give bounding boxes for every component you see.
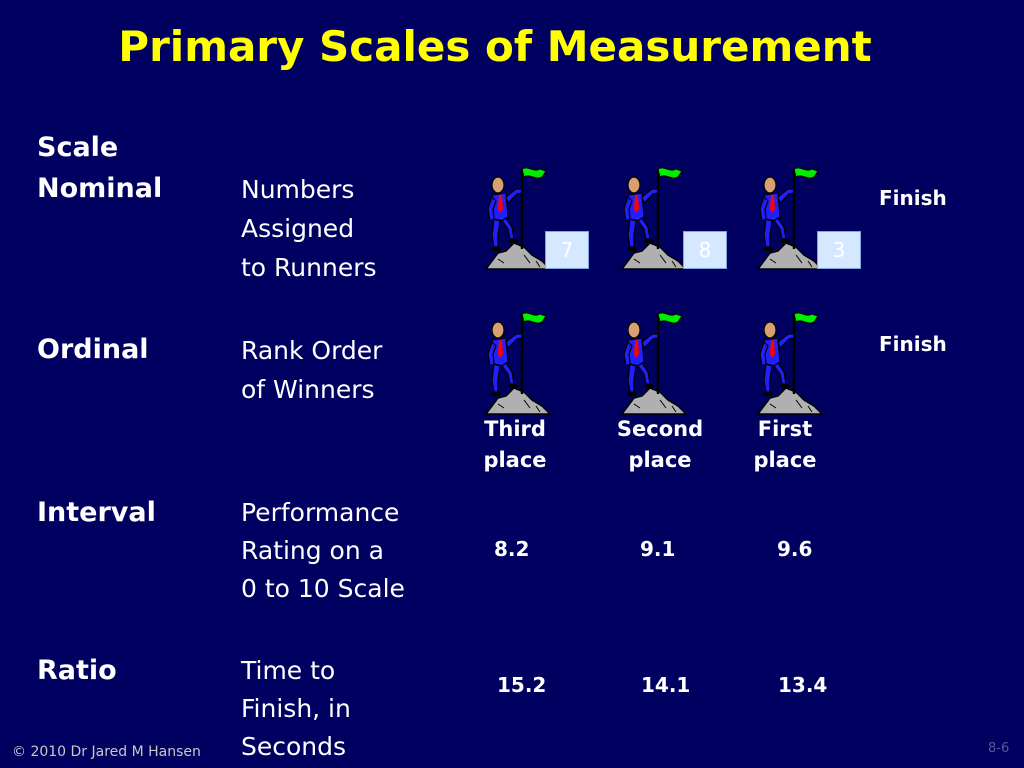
- ratio-description: Time to Finish, in Seconds: [241, 652, 351, 766]
- scale-interval: Interval: [37, 497, 156, 528]
- page-number: 8-6: [988, 741, 1010, 756]
- nominal-description: Numbers Assigned to Runners: [241, 170, 377, 287]
- interval-description: Performance Rating on a 0 to 10 Scale: [241, 494, 405, 608]
- place-word: Third: [484, 417, 546, 441]
- runner-on-rock-with-flag-icon: [484, 166, 552, 271]
- runner-number-badge: 7: [545, 231, 589, 269]
- desc-line: Assigned: [241, 214, 355, 243]
- place-label-third: Third place: [470, 414, 560, 476]
- place-label-second: Second place: [605, 414, 715, 476]
- place-word: place: [753, 448, 817, 472]
- scale-nominal: Nominal: [37, 173, 163, 204]
- ratio-value: 13.4: [778, 673, 828, 697]
- desc-line: Performance: [241, 498, 400, 527]
- desc-line: Time to: [241, 656, 336, 685]
- desc-line: Seconds: [241, 732, 347, 761]
- desc-line: Rank Order: [241, 336, 383, 365]
- interval-value: 9.6: [777, 537, 813, 561]
- place-label-first: First place: [740, 414, 830, 476]
- runner-on-rock-with-flag-icon: [620, 311, 688, 416]
- finish-label: Finish: [879, 186, 947, 210]
- place-word: place: [628, 448, 692, 472]
- ratio-value: 14.1: [641, 673, 691, 697]
- runner-number-badge: 3: [817, 231, 861, 269]
- desc-line: Rating on a: [241, 536, 384, 565]
- ordinal-description: Rank Order of Winners: [241, 331, 382, 409]
- runner-on-rock-with-flag-icon: [756, 311, 824, 416]
- interval-value: 9.1: [640, 537, 676, 561]
- desc-line: of Winners: [241, 375, 375, 404]
- interval-value: 8.2: [494, 537, 530, 561]
- slide-title: Primary Scales of Measurement: [118, 22, 872, 71]
- scale-ordinal: Ordinal: [37, 334, 149, 365]
- runner-on-rock-with-flag-icon: [756, 166, 824, 271]
- scale-ratio: Ratio: [37, 655, 117, 686]
- desc-line: Numbers: [241, 175, 355, 204]
- copyright-footer: © 2010 Dr Jared M Hansen: [12, 744, 201, 760]
- place-word: place: [483, 448, 547, 472]
- desc-line: 0 to 10 Scale: [241, 574, 405, 603]
- runner-number-badge: 8: [683, 231, 727, 269]
- runner-on-rock-with-flag-icon: [484, 311, 552, 416]
- place-word: Second: [616, 417, 704, 441]
- runner-on-rock-with-flag-icon: [620, 166, 688, 271]
- ratio-value: 15.2: [497, 673, 547, 697]
- finish-label: Finish: [879, 332, 947, 356]
- desc-line: Finish, in: [241, 694, 351, 723]
- scale-column-heading: Scale: [37, 132, 119, 163]
- place-word: First: [757, 417, 813, 441]
- desc-line: to Runners: [241, 253, 377, 282]
